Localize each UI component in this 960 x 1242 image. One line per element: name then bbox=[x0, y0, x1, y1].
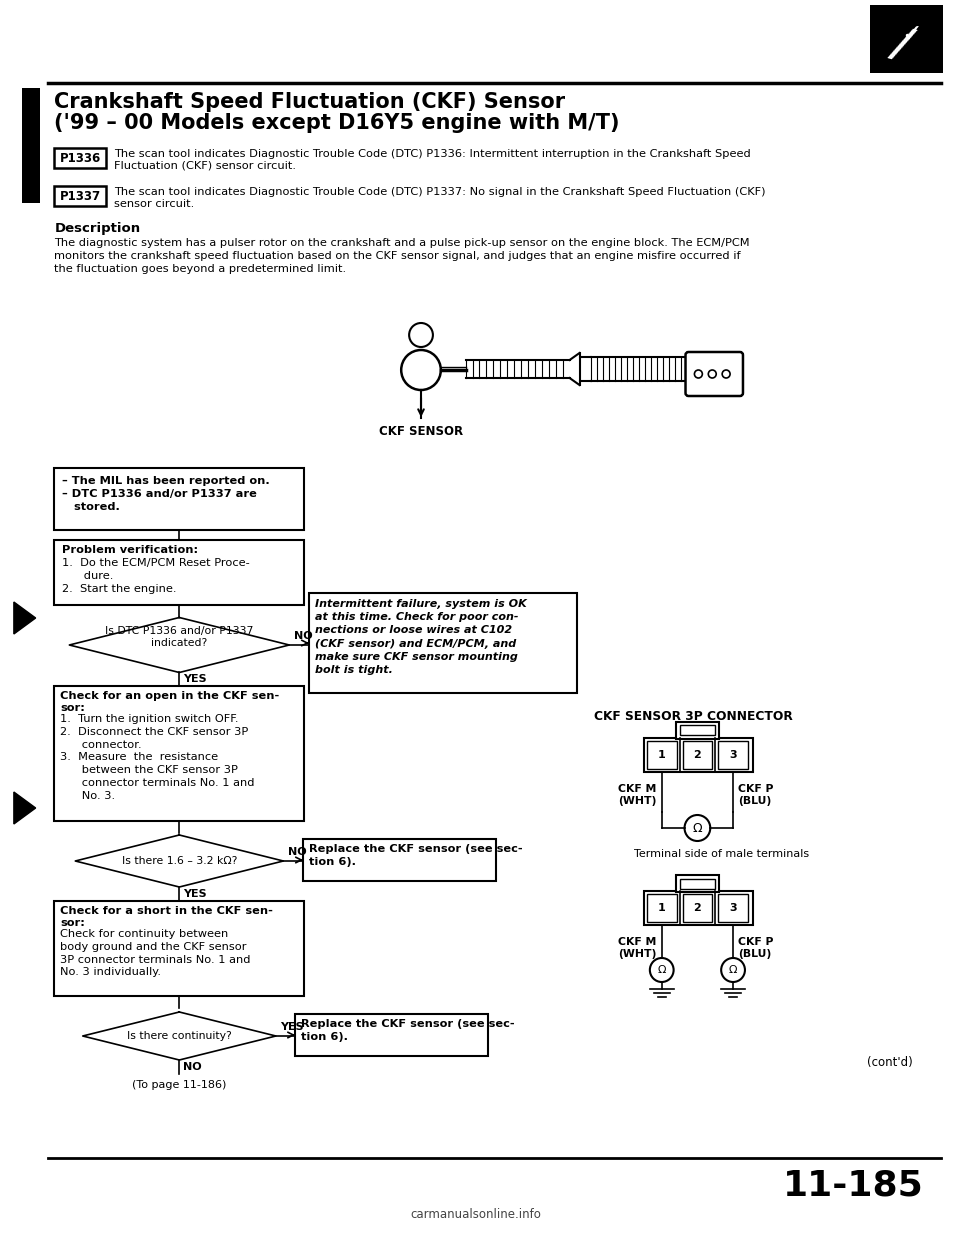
Text: 3: 3 bbox=[730, 750, 737, 760]
FancyBboxPatch shape bbox=[718, 741, 748, 769]
Text: Is there continuity?: Is there continuity? bbox=[127, 1031, 231, 1041]
FancyBboxPatch shape bbox=[647, 894, 677, 922]
Text: Intermittent failure, system is OK
at this time. Check for poor con-
nections or: Intermittent failure, system is OK at th… bbox=[315, 599, 527, 674]
Text: The scan tool indicates Diagnostic Trouble Code (DTC) P1336: Intermittent interr: The scan tool indicates Diagnostic Troub… bbox=[114, 149, 751, 170]
Text: YES: YES bbox=[183, 889, 207, 899]
FancyBboxPatch shape bbox=[685, 351, 743, 396]
Text: 1.  Turn the ignition switch OFF.
2.  Disconnect the CKF sensor 3P
      connect: 1. Turn the ignition switch OFF. 2. Disc… bbox=[60, 714, 255, 801]
Text: Check for an open in the CKF sen-
sor:: Check for an open in the CKF sen- sor: bbox=[60, 691, 279, 713]
Text: (To page 11-186): (To page 11-186) bbox=[132, 1081, 227, 1090]
FancyBboxPatch shape bbox=[718, 894, 748, 922]
FancyBboxPatch shape bbox=[296, 1013, 489, 1056]
Text: CKF P
(BLU): CKF P (BLU) bbox=[738, 936, 774, 959]
Text: NO: NO bbox=[183, 1062, 202, 1072]
FancyBboxPatch shape bbox=[683, 741, 712, 769]
FancyBboxPatch shape bbox=[303, 840, 496, 881]
Text: P1336: P1336 bbox=[60, 152, 101, 164]
Text: YES: YES bbox=[280, 1022, 304, 1032]
Text: 11-185: 11-185 bbox=[782, 1167, 924, 1202]
Text: NO: NO bbox=[294, 631, 313, 641]
Text: /: / bbox=[890, 22, 915, 67]
Text: Crankshaft Speed Fluctuation (CKF) Sensor: Crankshaft Speed Fluctuation (CKF) Senso… bbox=[55, 92, 565, 112]
Text: Is there 1.6 – 3.2 kΩ?: Is there 1.6 – 3.2 kΩ? bbox=[122, 856, 237, 866]
Text: 3: 3 bbox=[730, 903, 737, 913]
Text: 1: 1 bbox=[658, 903, 665, 913]
Text: Ω: Ω bbox=[729, 965, 737, 975]
Text: 1: 1 bbox=[658, 750, 665, 760]
Text: CKF SENSOR 3P CONNECTOR: CKF SENSOR 3P CONNECTOR bbox=[594, 710, 793, 723]
FancyBboxPatch shape bbox=[644, 738, 753, 773]
Text: Description: Description bbox=[55, 222, 140, 235]
FancyBboxPatch shape bbox=[55, 468, 304, 530]
Text: The scan tool indicates Diagnostic Trouble Code (DTC) P1337: No signal in the Cr: The scan tool indicates Diagnostic Troub… bbox=[114, 188, 765, 209]
Text: ✓: ✓ bbox=[900, 24, 922, 47]
Text: Replace the CKF sensor (see sec-
tion 6).: Replace the CKF sensor (see sec- tion 6)… bbox=[301, 1018, 515, 1042]
Text: NO: NO bbox=[288, 847, 307, 857]
Text: The diagnostic system has a pulser rotor on the crankshaft and a pulse pick-up s: The diagnostic system has a pulser rotor… bbox=[55, 238, 750, 274]
FancyBboxPatch shape bbox=[22, 88, 39, 202]
Text: Is DTC P1336 and/or P1337
indicated?: Is DTC P1336 and/or P1337 indicated? bbox=[105, 626, 253, 648]
Text: Ω: Ω bbox=[658, 965, 666, 975]
Text: ('99 – 00 Models except D16Y5 engine with M/T): ('99 – 00 Models except D16Y5 engine wit… bbox=[55, 113, 620, 133]
Text: CKF SENSOR: CKF SENSOR bbox=[379, 425, 463, 438]
Text: Problem verification:: Problem verification: bbox=[62, 545, 199, 555]
Text: carmanualsonline.info: carmanualsonline.info bbox=[410, 1208, 540, 1221]
Text: CKF M
(WHT): CKF M (WHT) bbox=[618, 936, 657, 959]
Text: Replace the CKF sensor (see sec-
tion 6).: Replace the CKF sensor (see sec- tion 6)… bbox=[309, 845, 522, 867]
Text: 2: 2 bbox=[693, 750, 701, 760]
Text: Terminal side of male terminals: Terminal side of male terminals bbox=[634, 850, 809, 859]
FancyBboxPatch shape bbox=[870, 5, 943, 73]
FancyBboxPatch shape bbox=[309, 592, 577, 693]
FancyBboxPatch shape bbox=[55, 686, 304, 821]
FancyBboxPatch shape bbox=[647, 741, 677, 769]
FancyBboxPatch shape bbox=[55, 540, 304, 605]
FancyBboxPatch shape bbox=[683, 894, 712, 922]
FancyBboxPatch shape bbox=[680, 879, 715, 889]
Text: CKF P
(BLU): CKF P (BLU) bbox=[738, 784, 774, 806]
FancyBboxPatch shape bbox=[644, 891, 753, 925]
FancyBboxPatch shape bbox=[676, 722, 719, 739]
Text: YES: YES bbox=[183, 674, 207, 684]
Text: – The MIL has been reported on.
– DTC P1336 and/or P1337 are
   stored.: – The MIL has been reported on. – DTC P1… bbox=[62, 476, 270, 513]
Polygon shape bbox=[13, 602, 36, 633]
Text: Check for continuity between
body ground and the CKF sensor
3P connector termina: Check for continuity between body ground… bbox=[60, 929, 251, 977]
FancyBboxPatch shape bbox=[55, 900, 304, 996]
Text: 1.  Do the ECM/PCM Reset Proce-
      dure.
2.  Start the engine.: 1. Do the ECM/PCM Reset Proce- dure. 2. … bbox=[62, 558, 251, 595]
Text: CKF M
(WHT): CKF M (WHT) bbox=[618, 784, 657, 806]
Text: P1337: P1337 bbox=[60, 190, 101, 202]
FancyBboxPatch shape bbox=[676, 876, 719, 892]
Text: (cont'd): (cont'd) bbox=[867, 1056, 913, 1069]
Text: 2: 2 bbox=[693, 903, 701, 913]
Polygon shape bbox=[13, 792, 36, 823]
FancyBboxPatch shape bbox=[55, 148, 106, 168]
FancyBboxPatch shape bbox=[55, 186, 106, 206]
FancyBboxPatch shape bbox=[680, 725, 715, 735]
Text: Check for a short in the CKF sen-
sor:: Check for a short in the CKF sen- sor: bbox=[60, 905, 274, 929]
Text: Ω: Ω bbox=[692, 821, 702, 835]
